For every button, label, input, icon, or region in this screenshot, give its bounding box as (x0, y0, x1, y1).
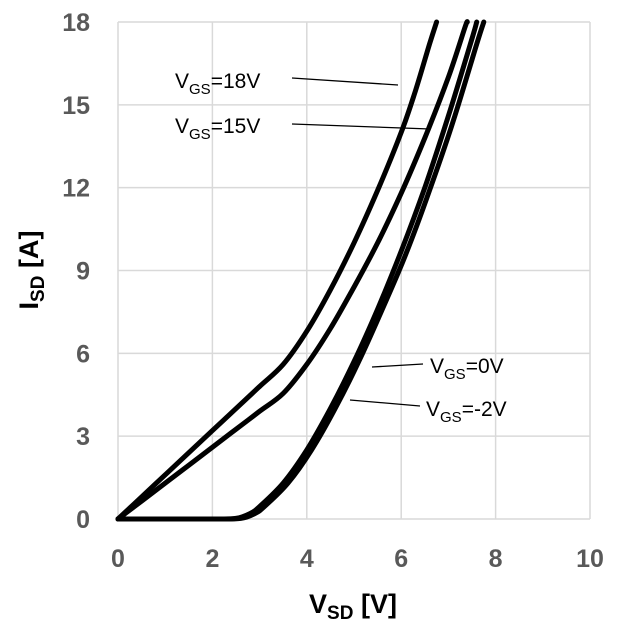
gridlines (117, 21, 591, 520)
leader-line-3 (349, 399, 421, 407)
series-label-vgs-18v: VGS=18V (175, 70, 260, 98)
annotation-leaders (291, 77, 431, 407)
y-tick-label: 12 (62, 175, 90, 203)
series-line-3 (115, 19, 487, 522)
series-label-vgs-neg2v: VGS=-2V (426, 398, 507, 426)
x-tick-label: 4 (300, 545, 314, 573)
y-tick-label: 15 (62, 92, 90, 120)
y-axis-ticks: 0 3 6 9 12 15 18 (62, 9, 90, 534)
series-line-0 (115, 19, 440, 522)
series-lines (115, 19, 487, 522)
y-tick-label: 6 (76, 340, 90, 368)
leader-line-2 (371, 363, 424, 368)
y-tick-label: 9 (76, 258, 90, 286)
y-tick-label: 0 (76, 506, 90, 534)
y-tick-label: 3 (76, 423, 90, 451)
leader-line-0 (291, 77, 399, 86)
y-tick-label: 18 (62, 9, 90, 37)
leader-line-1 (291, 123, 431, 130)
x-axis-ticks: 0 2 4 6 8 10 (111, 545, 604, 573)
series-label-vgs-0v: VGS=0V (430, 355, 504, 383)
x-tick-label: 8 (489, 545, 503, 573)
x-axis-title: VSD [V] (309, 589, 397, 624)
x-tick-label: 6 (394, 545, 408, 573)
y-axis-title: ISD [A] (14, 231, 49, 310)
series-label-vgs-15v: VGS=15V (175, 115, 260, 143)
x-tick-label: 2 (205, 545, 219, 573)
series-line-1 (115, 19, 470, 522)
x-tick-label: 10 (576, 545, 604, 573)
x-tick-label: 0 (111, 545, 125, 573)
